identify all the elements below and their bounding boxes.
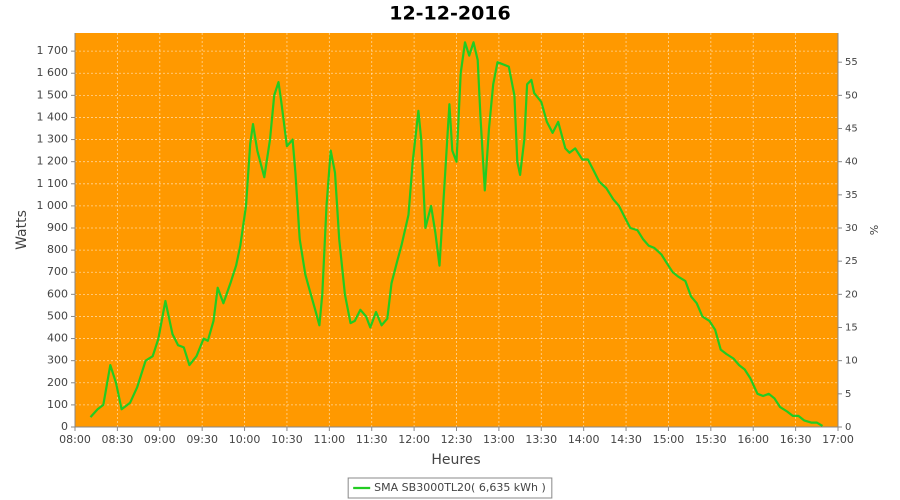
x-tick-label: 12:00 bbox=[398, 433, 430, 446]
y2-tick-label: 30 bbox=[845, 223, 858, 234]
x-tick-label: 09:30 bbox=[186, 433, 218, 446]
x-tick-label: 11:30 bbox=[356, 433, 388, 446]
x-tick-label: 10:30 bbox=[271, 433, 303, 446]
y-tick-label: 600 bbox=[47, 287, 68, 300]
y2-tick-label: 20 bbox=[845, 289, 858, 300]
x-tick-label: 17:00 bbox=[822, 433, 854, 446]
y-tick-label: 700 bbox=[47, 265, 68, 278]
x-tick-label: 16:00 bbox=[737, 433, 769, 446]
y-tick-label: 1 700 bbox=[37, 44, 69, 57]
x-tick-label: 13:00 bbox=[483, 433, 515, 446]
series-line bbox=[89, 41, 824, 427]
x-tick-label: 15:30 bbox=[695, 433, 727, 446]
y-tick-label: 0 bbox=[61, 420, 68, 433]
chart-title: 12-12-2016 bbox=[389, 3, 511, 25]
y2-tick-label: 15 bbox=[845, 323, 858, 334]
y-tick-label: 200 bbox=[47, 376, 68, 389]
y-tick-label: 900 bbox=[47, 221, 68, 234]
y2-tick-label: 0 bbox=[845, 422, 851, 433]
y2-tick-label: 25 bbox=[845, 256, 858, 267]
x-tick-label: 10:00 bbox=[229, 433, 261, 446]
y-tick-label: 1 100 bbox=[37, 177, 69, 190]
y2-tick-label: 55 bbox=[845, 57, 858, 68]
legend-box bbox=[347, 477, 553, 499]
x-tick-label: 14:30 bbox=[610, 433, 642, 446]
legend: SMA SB3000TL20( 6,635 kWh ) bbox=[347, 477, 553, 499]
y2-tick-label: 50 bbox=[845, 90, 858, 101]
y-tick-label: 500 bbox=[47, 309, 68, 322]
x-tick-label: 12:30 bbox=[441, 433, 473, 446]
y2-tick-label: 35 bbox=[845, 190, 858, 201]
x-tick-label: 14:00 bbox=[568, 433, 600, 446]
x-tick-label: 08:00 bbox=[59, 433, 91, 446]
legend-label: SMA SB3000TL20( 6,635 kWh ) bbox=[374, 481, 546, 494]
y2-tick-label: 5 bbox=[845, 389, 851, 400]
x-tick-label: 13:30 bbox=[525, 433, 557, 446]
y-tick-label: 1 300 bbox=[37, 133, 69, 146]
y2-tick-label: 10 bbox=[845, 356, 858, 367]
y2-tick-label: 45 bbox=[845, 124, 858, 135]
y-tick-label: 1 500 bbox=[37, 88, 69, 101]
y-tick-label: 1 400 bbox=[37, 110, 69, 123]
y2-tick-label: 40 bbox=[845, 157, 858, 168]
y-tick-label: 300 bbox=[47, 354, 68, 367]
y2-axis-title: % bbox=[867, 225, 880, 235]
x-tick-label: 09:00 bbox=[144, 433, 176, 446]
y-tick-label: 100 bbox=[47, 398, 68, 411]
x-tick-label: 11:00 bbox=[313, 433, 345, 446]
y-tick-label: 400 bbox=[47, 332, 68, 345]
x-axis-title: Heures bbox=[431, 452, 480, 468]
x-tick-label: 15:00 bbox=[653, 433, 685, 446]
y-tick-label: 1 200 bbox=[37, 155, 69, 168]
y-axis-title: Watts bbox=[14, 210, 30, 250]
x-tick-label: 08:30 bbox=[102, 433, 134, 446]
y-tick-label: 1 600 bbox=[37, 66, 69, 79]
y-tick-label: 800 bbox=[47, 243, 68, 256]
y-tick-label: 1 000 bbox=[37, 199, 69, 212]
x-tick-label: 16:30 bbox=[780, 433, 812, 446]
